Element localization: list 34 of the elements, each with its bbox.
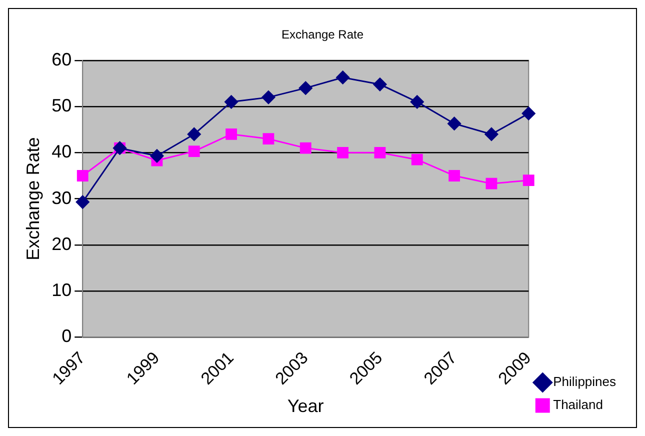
point — [410, 95, 424, 109]
point — [448, 116, 462, 130]
point — [187, 127, 201, 141]
x-axis-title: Year — [287, 396, 324, 416]
y-tick-label: 60 — [52, 49, 72, 70]
point — [226, 128, 237, 140]
point — [486, 178, 498, 190]
point — [262, 90, 276, 104]
point — [336, 70, 350, 84]
point — [337, 146, 348, 158]
point — [522, 174, 534, 186]
point — [484, 127, 498, 141]
point — [448, 170, 460, 182]
point — [224, 95, 238, 109]
y-tick-label: 30 — [52, 188, 72, 208]
point — [298, 81, 312, 95]
point — [262, 133, 274, 145]
y-tick-label: 40 — [52, 142, 72, 162]
point — [411, 154, 423, 166]
point — [374, 146, 386, 158]
point — [373, 78, 387, 92]
legend-label: Philippines — [553, 374, 616, 390]
point — [150, 149, 164, 163]
y-tick-label: 20 — [52, 234, 72, 254]
y-tick-label: 0 — [62, 326, 72, 346]
point — [76, 170, 88, 182]
y-tick-label: 10 — [52, 280, 72, 300]
point — [300, 142, 312, 154]
chart-title: Exchange Rate — [281, 28, 364, 42]
y-tick-label: 50 — [52, 96, 72, 116]
point — [188, 146, 200, 157]
point — [522, 106, 536, 120]
y-axis-title: Exchange Rate — [22, 137, 43, 260]
legend-label: Thailand — [553, 397, 603, 412]
